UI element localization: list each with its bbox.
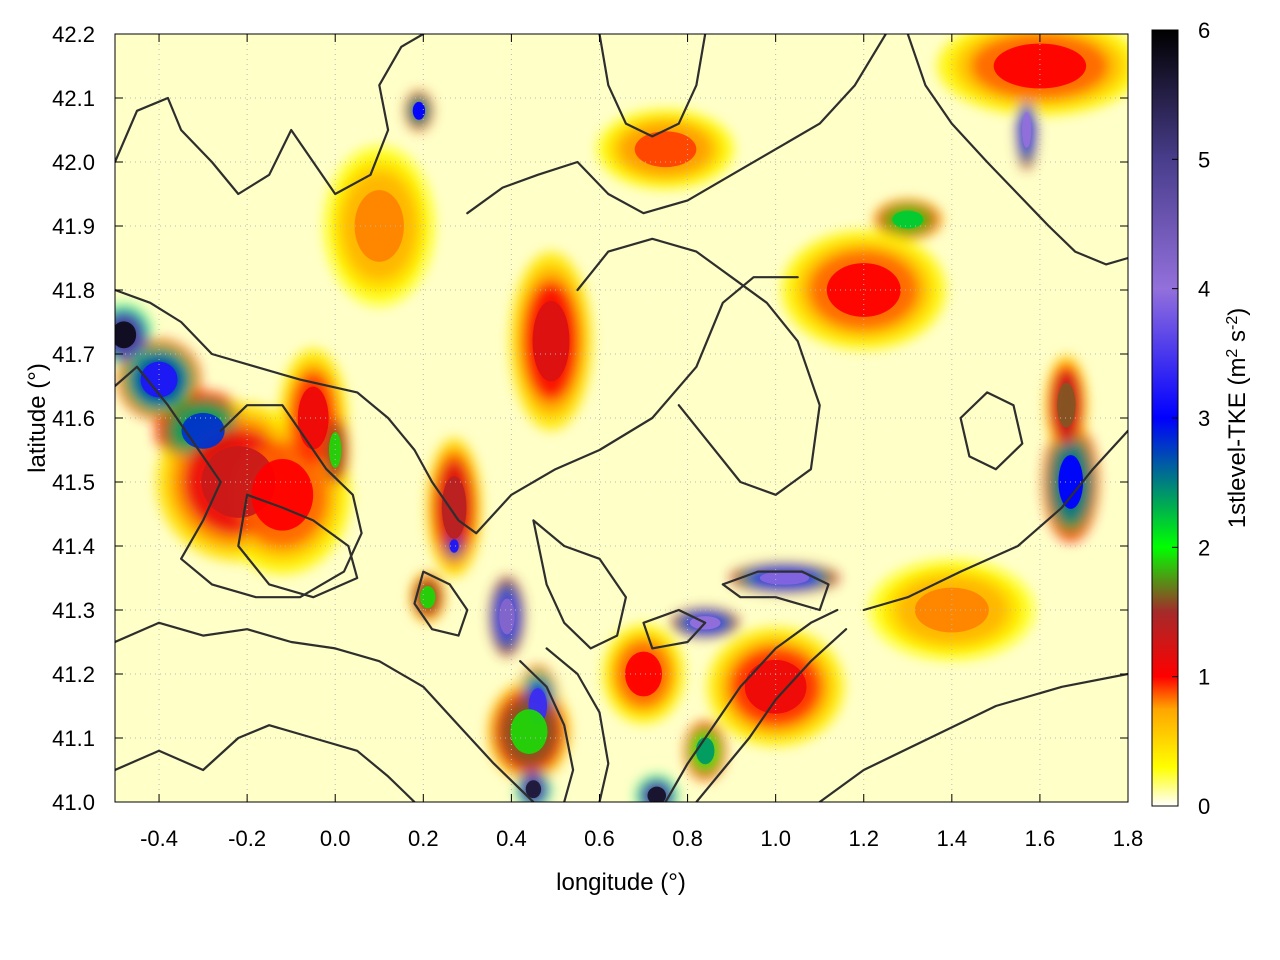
x-tick-label: 1.6 xyxy=(1025,826,1056,851)
elevation-contour xyxy=(598,34,707,138)
colorbar-tick-label: 1 xyxy=(1198,665,1210,690)
tke-hotspot-core xyxy=(441,476,467,539)
x-tick-label: 0.0 xyxy=(320,826,351,851)
elevation-contour xyxy=(959,391,1024,471)
tke-hotspot-core xyxy=(115,321,137,349)
tke-hotspot-core xyxy=(499,598,515,635)
tke-hotspot-core xyxy=(420,586,436,609)
colorbar-tick-label: 3 xyxy=(1198,406,1210,431)
elevation-contour xyxy=(413,570,469,637)
elevation-contour xyxy=(721,570,830,612)
colorbar-tick-label: 5 xyxy=(1198,147,1210,172)
x-tick-label: 0.8 xyxy=(672,826,703,851)
x-tick-label: 1.0 xyxy=(760,826,791,851)
elevation-contour xyxy=(664,608,839,802)
elevation-contour xyxy=(576,237,821,496)
colorbar-tick-label: 0 xyxy=(1198,794,1210,819)
y-tick-label: 41.7 xyxy=(52,342,95,367)
elevation-contour xyxy=(115,724,416,802)
y-tick-label: 41.3 xyxy=(52,598,95,623)
elevation-contour xyxy=(545,647,610,802)
tke-hotspot-core xyxy=(449,539,459,553)
colorbar-ticks: 0 1 2 3 4 5 6 xyxy=(1172,18,1210,819)
tke-hotspot-core xyxy=(695,737,715,765)
x-tick-label: 0.2 xyxy=(408,826,439,851)
colorbar-tick-label: 4 xyxy=(1198,277,1210,302)
elevation-contour xyxy=(115,34,425,196)
y-tick-label: 41.6 xyxy=(52,406,95,431)
tke-hotspot-core xyxy=(251,458,314,531)
elevation-contour xyxy=(466,34,887,215)
y-tick-label: 41.2 xyxy=(52,662,95,687)
elevation-contour xyxy=(695,628,848,802)
y-axis-title: latitude (°) xyxy=(24,363,51,473)
elevation-contour xyxy=(818,672,1128,802)
tke-hotspot-core xyxy=(1057,382,1076,428)
y-tick-label: 42.0 xyxy=(52,150,95,175)
tke-hotspot-core xyxy=(181,412,225,449)
grid-lines xyxy=(115,34,1128,802)
heatmap-layer xyxy=(115,34,1128,802)
tke-hotspot-core xyxy=(625,651,663,697)
elevation-contour xyxy=(237,493,359,599)
y-tick-label: 42.2 xyxy=(52,22,95,47)
y-tick-label: 41.5 xyxy=(52,470,95,495)
tke-hotspot-core xyxy=(510,709,548,754)
tke-hotspot-core xyxy=(993,43,1087,89)
x-tick-label: 0.4 xyxy=(496,826,527,851)
tke-hotspot-core xyxy=(525,780,542,799)
x-tick-label: 0.6 xyxy=(584,826,615,851)
tke-hotspot-core xyxy=(1022,112,1032,148)
elevation-contour xyxy=(115,276,799,535)
tke-hotspot-core xyxy=(354,190,404,262)
tke-hotspot-core xyxy=(297,386,329,450)
tke-hotspot-core xyxy=(532,300,570,382)
y-tick-label: 41.4 xyxy=(52,534,95,559)
elevation-contour xyxy=(642,608,707,650)
y-tick-label: 41.0 xyxy=(52,790,95,815)
y-tick-label: 42.1 xyxy=(52,86,95,111)
elevation-contour xyxy=(532,519,627,650)
x-tick-label: -0.2 xyxy=(228,826,266,851)
contour-lines xyxy=(115,34,1128,802)
tke-hotspot-core xyxy=(647,786,666,802)
y-tick-label: 41.1 xyxy=(52,726,95,751)
colorbar-tick-label: 6 xyxy=(1198,18,1210,43)
x-tick-label: 1.2 xyxy=(848,826,879,851)
elevation-contour xyxy=(115,365,363,599)
x-tick-label: -0.4 xyxy=(140,826,178,851)
tke-hotspot-core xyxy=(744,659,807,714)
y-tick-label: 41.9 xyxy=(52,214,95,239)
colorbar-title: 1stlevel-TKE (m2 s-2) xyxy=(1224,308,1252,529)
tke-hotspot-core xyxy=(759,571,810,585)
elevation-contour xyxy=(906,34,1128,266)
x-tick-label: 1.4 xyxy=(937,826,968,851)
elevation-contour xyxy=(115,621,535,802)
colorbar-tick-label: 2 xyxy=(1198,535,1210,560)
y-tick-label: 41.8 xyxy=(52,278,95,303)
x-tick-label: 1.8 xyxy=(1113,826,1144,851)
axis-ticks: -0.4 -0.2 0.0 0.2 0.4 0.6 0.8 1.0 1.2 1.4 1.6 1.8 41… xyxy=(52,22,1143,851)
tke-hotspot-core xyxy=(892,210,924,229)
elevation-contour xyxy=(862,429,1128,612)
x-axis-title: longitude (°) xyxy=(556,869,686,896)
tke-hotspot-core xyxy=(412,101,426,120)
elevation-contour xyxy=(519,660,575,802)
tke-hotspot-core xyxy=(634,131,697,168)
